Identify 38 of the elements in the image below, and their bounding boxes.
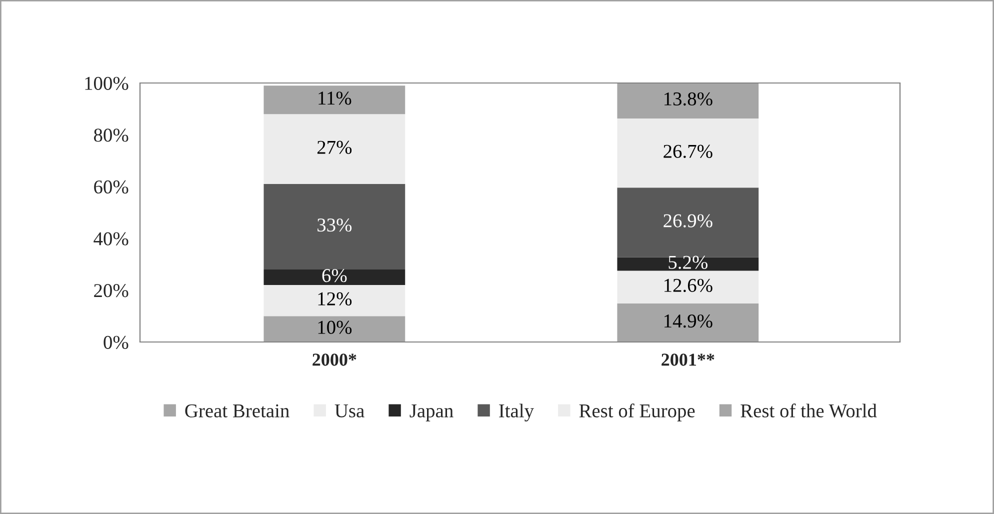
y-tick-label: 0%: [104, 336, 128, 349]
data-label: 10%: [318, 320, 352, 334]
bar: [264, 184, 406, 270]
legend-label: Italy: [499, 404, 534, 422]
bar: [264, 316, 406, 342]
bar: [617, 188, 759, 258]
y-tick-label: 20%: [94, 284, 128, 298]
data-label: 33%: [318, 218, 352, 232]
data-label: 11%: [318, 92, 352, 105]
bar: [264, 114, 406, 184]
y-tick-label: 80%: [94, 128, 128, 142]
y-tick-label: 100%: [85, 76, 128, 90]
data-label: 6%: [322, 268, 347, 282]
bar: [617, 83, 759, 118]
y-tick-label: 40%: [94, 232, 128, 246]
bar: [264, 269, 406, 286]
data-label: 26.7%: [664, 144, 712, 158]
x-tick-label: 2000*: [312, 354, 356, 366]
legend-label: Japan: [410, 404, 454, 422]
bar: [617, 270, 759, 304]
legend-label: Rest of the World: [740, 404, 877, 418]
bar: [617, 118, 759, 188]
y-tick-label: 60%: [94, 180, 128, 194]
bar: [264, 86, 406, 114]
data-label: 14.9%: [664, 314, 712, 328]
data-label: 13.8%: [664, 92, 712, 106]
legend-label: Rest of Europe: [579, 404, 695, 422]
data-label: 12.6%: [664, 278, 712, 292]
bar: [617, 257, 759, 271]
legend-label: Great Bretain: [185, 404, 290, 418]
bar: [617, 303, 759, 342]
data-label: 5.2%: [668, 256, 708, 269]
data-label: 12%: [318, 292, 352, 306]
legend-label: Usa: [334, 404, 364, 418]
data-label: 26.9%: [664, 214, 712, 228]
data-label: 27%: [317, 140, 352, 154]
x-tick-label: 2001**: [662, 354, 714, 366]
bar: [264, 285, 406, 316]
